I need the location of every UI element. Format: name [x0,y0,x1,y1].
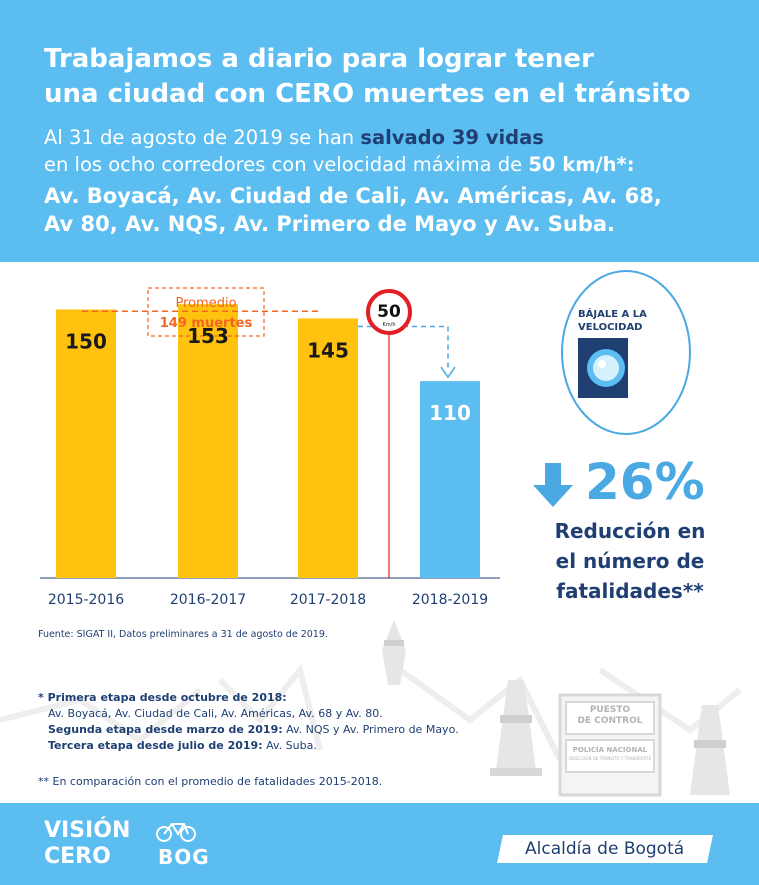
traffic-cone-icon [690,705,730,795]
headline-line-2: una ciudad con CERO muertes en el tránsi… [44,79,691,109]
note-stage-2-title: Segunda etapa desde marzo de 2019: [48,723,283,736]
corridor-line-1: Av. Boyacá, Av. Ciudad de Cali, Av. Amér… [44,184,662,208]
subtitle-part-2: en los ocho corredores con velocidad máx… [44,153,529,176]
logo-bog: BOG [158,845,210,869]
bar-2017-2018 [298,318,358,578]
average-label-1: Promedio [175,296,236,311]
reduction-description: Reducción en el número de fatalidades** [520,516,740,606]
booth-sign-line-2: DE CONTROL [577,716,643,726]
reduction-arrow-head [440,366,456,379]
bar-2018-2019 [420,381,480,578]
logo-line-2: CERO [44,844,111,869]
road-decoration [0,620,742,797]
speed-sign-value: 50 [377,302,401,322]
headline-line-1: Trabajamos a diario para lograr tener [44,44,594,74]
tick-label-2016-2017: 2016-2017 [170,592,246,608]
data-label-2016-2017: 153 [187,324,229,348]
data-label-2018-2019: 110 [429,401,471,425]
tick-label-2018-2019: 2018-2019 [412,592,488,608]
corridor-line-2: Av 80, Av. NQS, Av. Primero de Mayo y Av… [44,212,616,236]
note-stage-3-text: Av. Suba. [262,739,317,752]
tick-label-2015-2016: 2015-2016 [48,592,124,608]
note-comparison: ** En comparación con el promedio de fat… [38,775,383,788]
headline: Trabajamos a diario para lograr tener un… [44,42,734,112]
subtitle-highlight: salvado 39 vidas [360,126,544,149]
alcaldia-badge: Alcaldía de Bogotá [497,835,713,863]
booth-sign-line-4: DIRECCIÓN DE TRÁNSITO Y TRANSPORTE [568,756,652,761]
footnotes: * Primera etapa desde octubre de 2018: A… [38,690,508,790]
bicycle-icon [156,823,196,842]
subtitle-speed: 50 km/h*: [528,153,635,176]
speed-sign [366,289,412,335]
police-booth-icon [558,693,662,797]
alcaldia-label: Alcaldía de Bogotá [525,839,685,859]
down-arrow-icon [533,463,573,507]
speed-sign-unit: Km/h [382,322,395,328]
reduction-line-2: el número de [555,549,705,573]
vision-cero-logo: VISIÓN CERO BOG [44,818,209,870]
header-banner [0,0,759,262]
road-lines [0,663,742,762]
note-stage-1-title: * Primera etapa desde octubre de 2018: [38,691,287,704]
data-label-2017-2018: 145 [307,338,349,362]
tick-label-2017-2018: 2017-2018 [290,592,366,608]
subtitle-part-1: Al 31 de agosto de 2019 se han [44,126,361,149]
reduction-percent: 26% [585,453,705,511]
reduction-line-1: Reducción en [554,519,706,543]
subtitle: Al 31 de agosto de 2019 se han salvado 3… [44,124,744,178]
reduction-line-3: fatalidades** [556,579,704,603]
bar-2016-2017 [178,304,238,578]
booth-sign-line-1: PUESTO [589,705,631,715]
data-label-2015-2016: 150 [65,330,107,354]
booth-sign-line-3: POLICÍA NACIONAL [572,746,648,754]
traffic-cone-icon [490,680,542,776]
average-box [147,287,265,337]
note-stage-3-title: Tercera etapa desde julio de 2019: [48,739,263,752]
sign-caption-line-2: VELOCIDAD [578,322,643,333]
sign-caption: BÁJALE A LA VELOCIDAD [578,308,678,334]
source-note: Fuente: SIGAT II, Datos preliminares a 3… [38,629,328,640]
traffic-cone-icon [382,620,406,685]
note-stage-1-text: Av. Boyacá, Av. Ciudad de Cali, Av. Amér… [48,707,383,720]
sign-caption-line-1: BÁJALE A LA [578,309,647,320]
logo-line-1: VISIÓN [44,818,131,843]
average-label-2: 149 muertes [160,316,253,331]
reduction-arrow [358,325,449,372]
speedometer-icon [578,338,628,398]
note-stage-2-text: Av. NQS y Av. Primero de Mayo. [282,723,459,736]
corridor-list: Av. Boyacá, Av. Ciudad de Cali, Av. Amér… [44,182,744,238]
bar-2015-2016 [56,309,116,578]
